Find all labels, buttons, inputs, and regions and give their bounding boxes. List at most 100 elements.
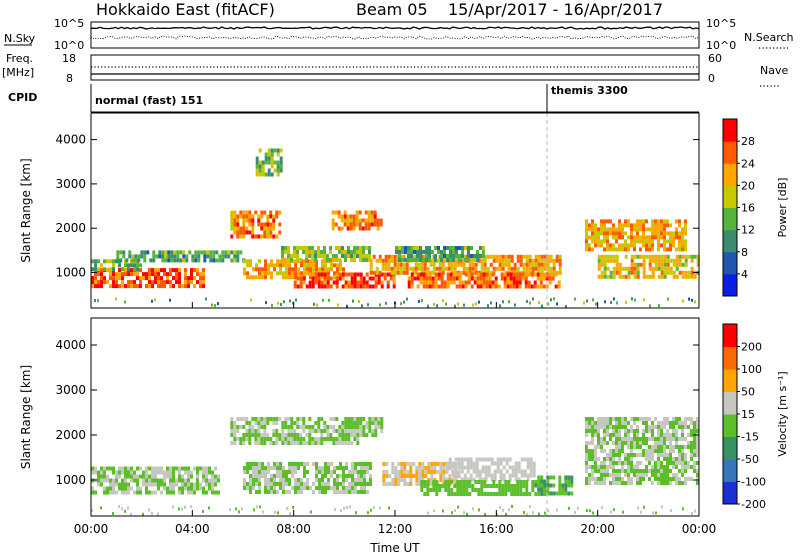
time-axis: 00:00 04:00 08:00 12:00 16:00 20:00 00:00 [74, 302, 717, 536]
y-axis-label: Slant Range [km] [19, 158, 33, 262]
nsky-panel [90, 21, 700, 49]
nsearch-tick-low: 10^0 [706, 39, 736, 52]
colorbar-tick-label: 100 [741, 363, 762, 376]
heatmap-region [395, 246, 485, 262]
colorbar-segment [723, 436, 737, 460]
x-tick-label: 04:00 [175, 522, 210, 536]
colorbar-segment [723, 163, 737, 186]
colorbar-segment [723, 251, 737, 275]
heatmap-region [230, 417, 360, 445]
y-tick-label: 1000 [55, 266, 86, 280]
station-title: Hokkaido East (fitACF) [96, 0, 275, 19]
colorbar-tick-label: 8 [741, 246, 748, 259]
colorbar-label: Velocity [m s⁻¹] [776, 371, 789, 456]
power-panel: 1000 2000 3000 4000 Slant Range [km] 4 8 12 16 20… [19, 112, 789, 309]
nsky-series-line [91, 26, 700, 30]
x-tick-label: 08:00 [276, 522, 311, 536]
freq-tick-high: 18 [62, 52, 76, 65]
heatmap-region [597, 254, 700, 279]
colorbar-tick-label: -200 [741, 498, 766, 511]
freq-tick-low: 8 [66, 72, 73, 85]
y-tick-label: 1000 [55, 473, 86, 487]
nsearch-label: N.Search [744, 31, 794, 44]
y-tick-label: 2000 [55, 428, 86, 442]
colorbar-segment [723, 414, 737, 437]
colorbar-tick-label: 4 [741, 268, 748, 281]
colorbar-tick-label: 24 [741, 157, 755, 170]
heatmap-region [445, 457, 536, 482]
colorbar-segment [723, 273, 737, 297]
colorbar-segment [723, 346, 737, 370]
colorbar-tick-label: 12 [741, 224, 755, 237]
heatmap-region [331, 210, 383, 231]
heatmap-region [281, 246, 371, 262]
colorbar-segment [723, 185, 737, 208]
nave-label: Nave [760, 64, 788, 77]
cpid-mode-1: normal (fast) 151 [95, 94, 203, 107]
beam-label: Beam 05 [356, 0, 428, 19]
bottom-speckle [91, 505, 696, 516]
colorbar-label: Power [dB] [776, 178, 789, 238]
nave-tick-high: 60 [708, 52, 722, 65]
colorbar-segment [723, 324, 737, 347]
colorbar-segment [723, 459, 737, 482]
x-tick-label: 00:00 [74, 522, 109, 536]
colorbar: 200 100 50 15 -15 -50 -100 -200 Velocity [m s⁻¹] [722, 323, 789, 511]
y-tick-label: 3000 [55, 177, 86, 191]
colorbar-tick-label: 15 [741, 408, 755, 421]
heatmap-region [230, 210, 282, 239]
colorbar-tick-label: 50 [741, 386, 755, 399]
x-tick-label: 16:00 [479, 522, 514, 536]
colorbar-segment [723, 369, 737, 392]
heatmap-region [344, 417, 384, 437]
colorbar-segment [723, 119, 737, 142]
colorbar-segment [723, 481, 737, 505]
heatmap-region [407, 272, 561, 289]
colorbar-segment [723, 207, 737, 231]
colorbar-segment [723, 391, 737, 415]
freq-panel [90, 54, 700, 81]
velocity-panel: 1000 2000 3000 4000 Slant Range [km] 200 100 50… [19, 317, 789, 517]
nsky-label: N.Sky [4, 32, 36, 45]
x-tick-label: 00:00 [682, 522, 717, 536]
heatmap-region [585, 417, 699, 485]
colorbar-segment [723, 229, 737, 253]
colorbar-tick-label: 200 [741, 341, 762, 354]
colorbar: 4 8 12 16 20 24 28 Power [dB] [722, 118, 789, 297]
y-axis-label: Slant Range [km] [19, 365, 33, 469]
colorbar-tick-label: -50 [741, 453, 759, 466]
colorbar-tick-label: -15 [741, 431, 759, 444]
colorbar-tick-label: 20 [741, 179, 755, 192]
colorbar-segment [723, 141, 737, 164]
colorbar-tick-label: -100 [741, 476, 766, 489]
heatmap-region [255, 148, 283, 177]
y-tick-label: 4000 [55, 338, 86, 352]
heatmap-region [91, 466, 220, 495]
heatmap-region [585, 219, 687, 252]
nsky-tick-low: 10^0 [54, 39, 84, 52]
y-tick-label: 4000 [55, 133, 86, 147]
freq-label: Freq. [6, 52, 33, 65]
nsearch-series-line [90, 35, 700, 40]
heatmap-region [420, 480, 550, 496]
cpid-label: CPID [8, 91, 37, 104]
mhz-label: [MHz] [2, 66, 34, 79]
x-axis-label: Time UT [369, 541, 420, 554]
x-tick-label: 20:00 [580, 522, 615, 536]
x-tick-label: 12:00 [378, 522, 413, 536]
nave-tick-low: 0 [708, 72, 715, 85]
heatmap-region [293, 272, 396, 289]
colorbar-tick-label: 28 [741, 135, 755, 148]
colorbar-tick-label: 16 [741, 202, 755, 215]
y-tick-label: 2000 [55, 221, 86, 235]
y-tick-label: 3000 [55, 383, 86, 397]
nsearch-tick-high: 10^5 [706, 17, 736, 30]
nsky-tick-high: 10^5 [54, 17, 84, 30]
cpid-panel: normal (fast) 151 themis 3300 [90, 84, 699, 113]
heatmap-region [116, 250, 246, 263]
cpid-mode-2: themis 3300 [551, 84, 628, 97]
bottom-speckle [94, 297, 696, 308]
date-range: 15/Apr/2017 - 16/Apr/2017 [448, 0, 663, 19]
